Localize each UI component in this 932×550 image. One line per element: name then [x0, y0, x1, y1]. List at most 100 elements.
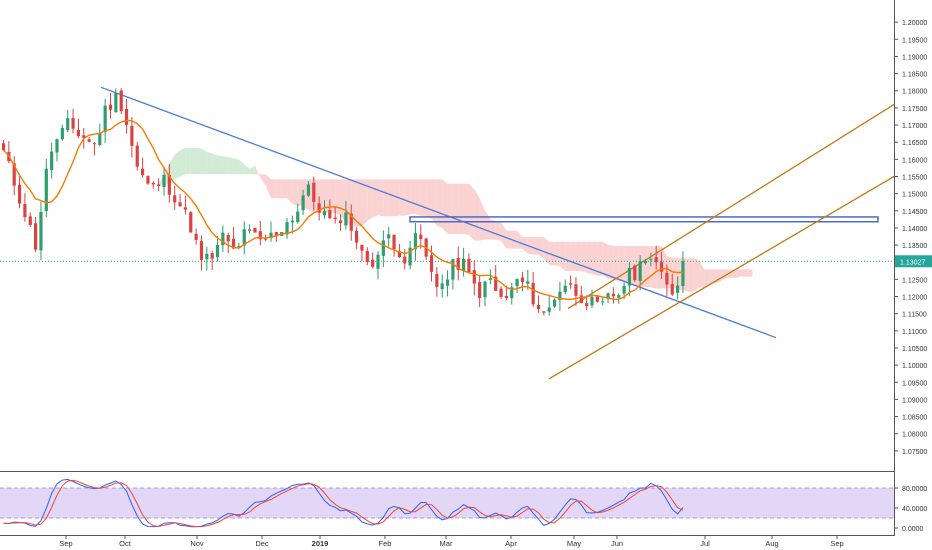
- cloud-segment: [105, 195, 111, 201]
- cloud-segment: [447, 183, 453, 235]
- price-tick-label: 1.09500: [902, 380, 927, 387]
- cloud-segment: [592, 241, 598, 276]
- time-tick-label: Aug: [765, 539, 778, 548]
- cloud-segment: [479, 198, 485, 241]
- cloud-segment: [249, 165, 255, 175]
- last-price-badge: [895, 255, 932, 268]
- cloud-segment: [126, 192, 132, 200]
- candle-body: [344, 212, 348, 226]
- cloud-segment: [244, 164, 250, 175]
- cloud-segment: [570, 241, 576, 271]
- candle-body: [226, 235, 230, 242]
- candle-body: [124, 109, 129, 125]
- cloud-segment: [271, 179, 277, 199]
- cloud-segment: [736, 269, 742, 278]
- cloud-segment: [559, 241, 566, 271]
- candle-body: [397, 251, 401, 258]
- price-tick-label: 1.14000: [902, 226, 927, 233]
- candle-body: [258, 231, 262, 240]
- cloud-segment: [506, 230, 512, 249]
- cloud-segment: [741, 269, 748, 277]
- resistance-zone-rect: [409, 216, 879, 223]
- cloud-segment: [394, 179, 400, 217]
- cloud-segment: [324, 179, 330, 213]
- candle-body: [82, 135, 86, 138]
- candle-body: [360, 244, 364, 251]
- candle-body: [408, 247, 412, 266]
- cloud-segment: [485, 210, 491, 240]
- cloud-segment: [608, 244, 614, 280]
- candle-body: [167, 175, 171, 195]
- cloud-segment: [426, 179, 432, 219]
- candle-body: [264, 238, 268, 240]
- candle-body: [563, 285, 567, 293]
- cloud-segment: [442, 179, 448, 234]
- candle-body: [440, 283, 444, 290]
- candle-body: [371, 259, 375, 267]
- time-tick-label: Nov: [190, 539, 204, 548]
- cloud-segment: [709, 269, 716, 284]
- cloud-segment: [190, 147, 197, 175]
- candle-body: [130, 125, 134, 146]
- cloud-segment: [410, 179, 416, 215]
- candle-body: [269, 232, 273, 239]
- candle-body: [317, 203, 321, 213]
- candle-body: [558, 291, 562, 300]
- candle-body: [146, 176, 150, 184]
- moving-average-layer: [2, 119, 683, 301]
- candle-body: [392, 234, 396, 250]
- candle-body: [237, 246, 241, 248]
- candle-body: [39, 212, 43, 251]
- cloud-segment: [645, 246, 651, 288]
- cloud-segment: [121, 199, 127, 201]
- cloud-segment: [260, 174, 266, 186]
- cloud-segment: [383, 179, 389, 217]
- price-tick-label: 1.16500: [902, 140, 927, 147]
- cloud-segment: [693, 258, 699, 293]
- cloud-segment: [554, 241, 560, 267]
- osc-tick-label: 40.0000: [902, 506, 927, 513]
- price-axis[interactable]: 1.20000 1.19500 1.19000 1.18500 1.18000 1.175…: [0, 0, 932, 536]
- candle-body: [135, 145, 139, 167]
- cloud-segment: [281, 179, 288, 199]
- cloud-segment: [527, 237, 534, 255]
- candle-body: [595, 296, 599, 302]
- price-tick-label: 1.18000: [902, 89, 927, 96]
- cloud-segment: [185, 147, 191, 175]
- candle-body: [585, 303, 589, 307]
- candle-body: [199, 241, 204, 260]
- cloud-segment: [399, 179, 405, 216]
- candle-body: [606, 293, 610, 299]
- candle-body: [44, 168, 48, 211]
- candle-body: [1, 143, 6, 151]
- cloud-segment: [436, 179, 443, 229]
- candle-body: [649, 258, 653, 260]
- candle-body: [574, 284, 578, 296]
- candle-body: [194, 233, 198, 240]
- cloud-segment: [222, 156, 229, 175]
- cloud-segment: [549, 241, 555, 266]
- osc-tick-label: 80.0000: [902, 486, 927, 493]
- cloud-segment: [747, 269, 753, 277]
- time-axis[interactable]: Sep Oct Nov Dec 2019 Feb Mar Apr May Jun Jul Aug Sep: [0, 535, 894, 548]
- candle-body: [87, 139, 91, 142]
- candle-body: [151, 182, 155, 185]
- candle-body: [472, 270, 476, 284]
- oscillator-k-line: [3, 478, 684, 528]
- price-tick-label: 1.10000: [902, 363, 927, 370]
- cloud-segment: [78, 151, 84, 168]
- cloud-segment: [238, 159, 245, 175]
- candle-body: [114, 92, 118, 113]
- cloud-segment: [201, 148, 207, 175]
- candle-body: [542, 311, 546, 313]
- annotation-lines-layer: [0, 86, 895, 380]
- price-tick-label: 1.09000: [902, 397, 927, 404]
- cloud-segment: [83, 167, 90, 175]
- candle-body: [189, 212, 193, 233]
- candle-body: [547, 307, 551, 312]
- price-tick-label: 1.15500: [902, 174, 927, 181]
- price-tick-label: 1.17500: [902, 106, 927, 113]
- candle-body: [215, 244, 220, 258]
- candle-body: [622, 285, 626, 294]
